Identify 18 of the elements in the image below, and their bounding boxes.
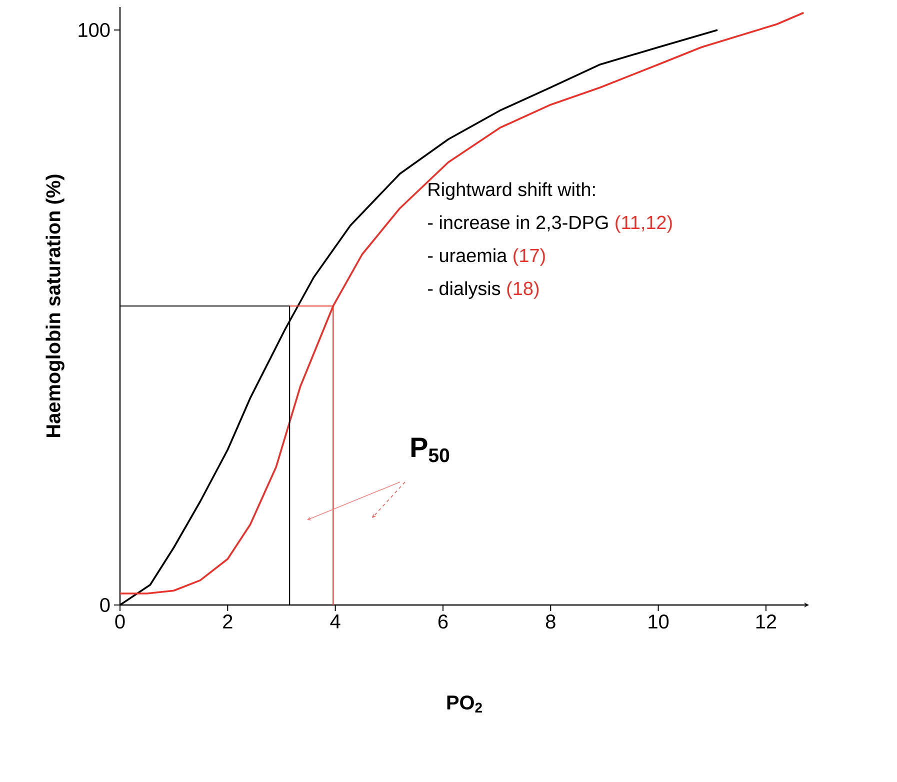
y-tick-label: 100 <box>78 22 110 38</box>
annotation: (17) <box>514 248 545 266</box>
x-tick-label: 10 <box>648 614 669 629</box>
annotation: - increase in 2,3-DPG <box>428 215 608 232</box>
x-tick-label: 12 <box>756 614 776 628</box>
x-tick-label: 2 <box>223 614 232 628</box>
annotation: Rightward shift with: <box>428 182 595 200</box>
text: P$_{50}$ <box>411 438 450 462</box>
x-tick-label: 6 <box>438 614 448 629</box>
annotation: (18) <box>507 281 539 299</box>
text: PO$_{2}$ <box>447 695 482 712</box>
annotation: - dialysis <box>428 281 500 299</box>
y-axis-title: Haemoglobin saturation (%) <box>46 174 64 437</box>
x-tick-label: 4 <box>330 614 340 628</box>
annotation: - uraemia <box>428 248 508 262</box>
x-tick-label: 0 <box>115 614 125 629</box>
x-tick-label: 8 <box>546 614 556 629</box>
annotation: (11,12) <box>616 215 672 233</box>
